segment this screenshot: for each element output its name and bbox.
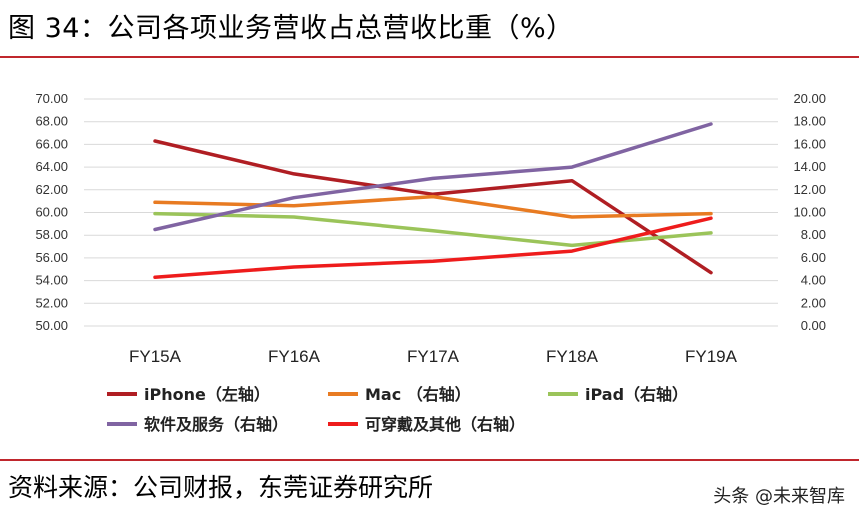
legend-label: iPhone（左轴） xyxy=(144,385,270,404)
y-right-tick-label: 6.00 xyxy=(801,250,826,265)
y-right-tick-label: 0.00 xyxy=(801,318,826,333)
title-divider xyxy=(0,56,859,58)
legend-label: Mac （右轴） xyxy=(365,385,471,404)
x-tick-label: FY15A xyxy=(129,347,182,366)
y-right-tick-label: 12.00 xyxy=(793,182,826,197)
series-line xyxy=(153,194,713,219)
y-left-tick-label: 68.00 xyxy=(35,114,68,129)
x-tick-label: FY16A xyxy=(268,347,321,366)
y-left-tick-label: 70.00 xyxy=(35,91,68,106)
y-right-tick-label: 4.00 xyxy=(801,273,826,288)
watermark: 头条 @未来智库 xyxy=(713,486,845,507)
y-left-tick-label: 58.00 xyxy=(35,227,68,242)
y-axis-right: 0.00 2.00 4.00 6.00 8.00 10.00 12.00 14.00 16.00… xyxy=(793,91,826,333)
legend-label: iPad（右轴） xyxy=(585,385,688,404)
chart-title: 图 34：公司各项业务营收占总营收比重（%） xyxy=(8,13,574,44)
source-divider xyxy=(0,459,859,461)
y-right-tick-label: 2.00 xyxy=(801,295,826,310)
legend-label: 软件及服务（右轴） xyxy=(144,415,288,434)
y-left-tick-label: 66.00 xyxy=(35,136,68,151)
gridlines xyxy=(84,98,778,327)
series-line xyxy=(153,216,713,279)
source-note: 资料来源：公司财报，东莞证券研究所 xyxy=(8,473,434,502)
y-left-tick-label: 56.00 xyxy=(35,250,68,265)
y-left-tick-label: 50.00 xyxy=(35,318,68,333)
y-left-tick-label: 52.00 xyxy=(35,295,68,310)
series-line xyxy=(153,122,713,232)
x-tick-label: FY17A xyxy=(407,347,460,366)
series-lines xyxy=(153,122,713,279)
y-left-tick-label: 62.00 xyxy=(35,182,68,197)
series-line xyxy=(153,139,713,275)
y-left-tick-label: 60.00 xyxy=(35,205,68,220)
y-right-tick-label: 16.00 xyxy=(793,136,826,151)
legend-label: 可穿戴及其他（右轴） xyxy=(365,415,525,434)
y-right-tick-label: 10.00 xyxy=(793,205,826,220)
y-right-tick-label: 20.00 xyxy=(793,91,826,106)
x-tick-label: FY18A xyxy=(546,347,599,366)
y-right-tick-label: 14.00 xyxy=(793,159,826,174)
x-axis: FY15A FY16A FY17A FY18A FY19A xyxy=(129,347,738,366)
y-left-tick-label: 64.00 xyxy=(35,159,68,174)
y-axis-left: 50.00 52.00 54.00 56.00 58.00 60.00 62.00 64.00… xyxy=(35,91,68,333)
line-chart: 50.00 52.00 54.00 56.00 58.00 60.00 62.00 64.00… xyxy=(35,91,826,434)
y-right-tick-label: 18.00 xyxy=(793,114,826,129)
y-left-tick-label: 54.00 xyxy=(35,273,68,288)
y-right-tick-label: 8.00 xyxy=(801,227,826,242)
legend: iPhone（左轴） Mac （右轴） iPad（右轴） 软件及服务（右轴） 可穿戴及其… xyxy=(107,385,688,434)
x-tick-label: FY19A xyxy=(685,347,738,366)
